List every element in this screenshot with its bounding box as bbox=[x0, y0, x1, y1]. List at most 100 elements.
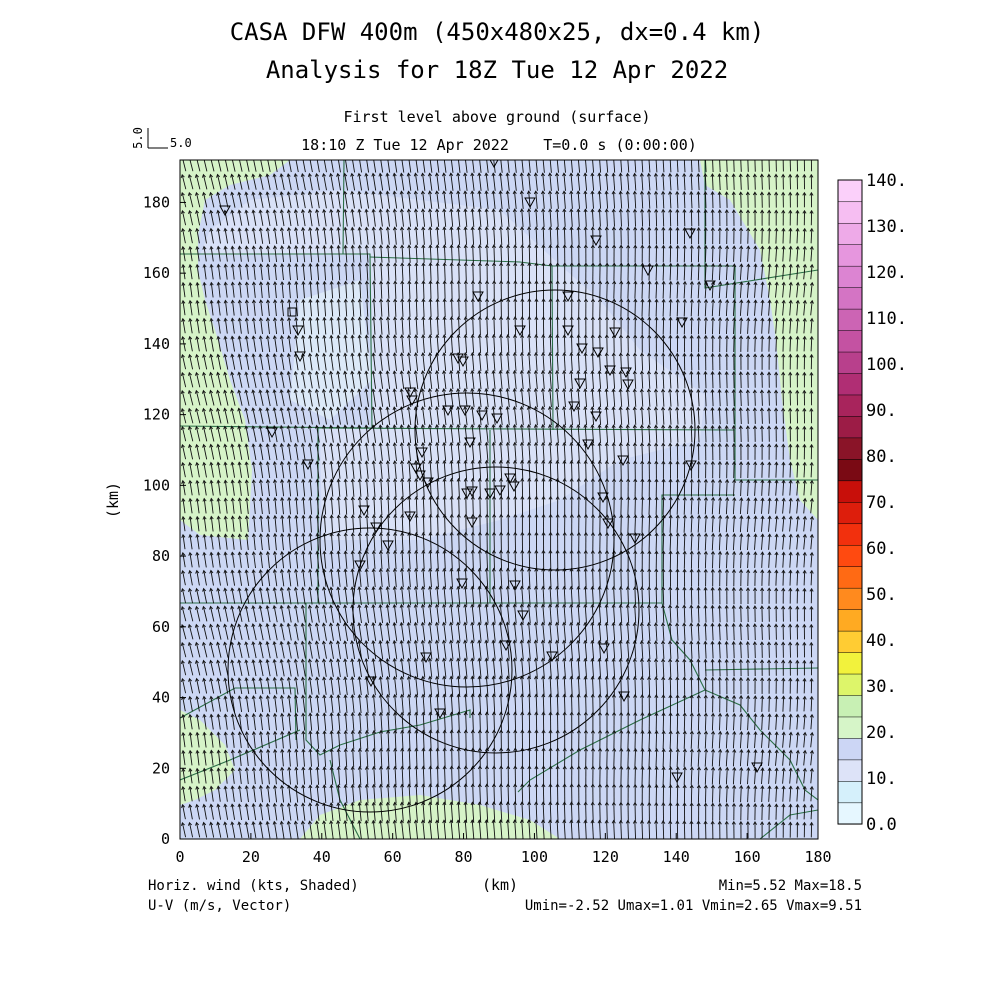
wind-vector-head bbox=[244, 407, 249, 412]
wind-vector bbox=[232, 498, 235, 514]
wind-vector-head bbox=[590, 262, 595, 267]
wind-vector bbox=[189, 768, 193, 784]
wind-vector-head bbox=[562, 423, 567, 428]
wind-vector-head bbox=[237, 461, 242, 466]
wind-vector bbox=[281, 497, 284, 515]
wind-vector-head bbox=[484, 603, 489, 608]
wind-vector-head bbox=[336, 280, 341, 285]
wind-vector bbox=[401, 460, 404, 480]
wind-vector bbox=[337, 371, 341, 389]
wind-vector-head bbox=[618, 621, 623, 626]
wind-vector bbox=[337, 353, 341, 371]
wind-vector-head bbox=[590, 370, 595, 375]
wind-vector-head bbox=[364, 172, 369, 177]
wind-vector bbox=[259, 587, 264, 605]
wind-vector bbox=[295, 767, 298, 785]
wind-vector bbox=[613, 160, 616, 173]
wind-vector-head bbox=[237, 551, 242, 556]
wind-vector-head bbox=[237, 317, 242, 322]
wind-vector-head bbox=[286, 622, 291, 627]
wind-vector-head bbox=[273, 730, 278, 735]
wind-vector bbox=[577, 388, 581, 408]
wind-vector bbox=[472, 245, 474, 263]
wind-vector-head bbox=[456, 262, 461, 267]
wind-vector bbox=[217, 282, 221, 298]
wind-vector-head bbox=[562, 819, 567, 824]
wind-vector-head bbox=[364, 801, 369, 806]
wind-vector bbox=[337, 713, 341, 731]
wind-vector bbox=[273, 371, 278, 389]
wind-vector-head bbox=[541, 513, 546, 518]
wind-vector bbox=[352, 317, 355, 335]
wind-vector-head bbox=[534, 747, 539, 752]
wind-vector-head bbox=[407, 693, 412, 698]
wind-vector bbox=[373, 299, 376, 317]
wind-vector bbox=[323, 497, 327, 515]
wind-vector bbox=[260, 497, 263, 515]
wind-vector bbox=[542, 334, 545, 354]
wind-vector-head bbox=[498, 172, 503, 177]
wind-vector-head bbox=[216, 407, 221, 412]
wind-vector-head bbox=[421, 513, 426, 518]
wind-vector bbox=[379, 389, 384, 407]
wind-vector bbox=[316, 335, 320, 353]
wind-vector-head bbox=[223, 605, 228, 610]
wind-vector bbox=[267, 515, 270, 533]
wind-vector-head bbox=[625, 190, 630, 195]
wind-vector-head bbox=[265, 694, 270, 699]
wind-vector-head bbox=[583, 621, 588, 626]
wind-vector bbox=[345, 730, 348, 750]
wind-vector bbox=[620, 191, 623, 209]
wind-vector bbox=[584, 586, 587, 606]
wind-vector-head bbox=[265, 191, 270, 196]
wind-vector-head bbox=[477, 639, 482, 644]
wind-vector-head bbox=[195, 299, 200, 304]
wind-vector-head bbox=[308, 478, 313, 483]
wind-vector-head bbox=[195, 533, 200, 538]
wind-vector-head bbox=[279, 676, 284, 681]
wind-vector bbox=[224, 624, 229, 640]
wind-vector bbox=[535, 370, 538, 390]
wind-vector bbox=[627, 407, 630, 425]
wind-vector bbox=[422, 604, 426, 624]
wind-vector bbox=[556, 640, 559, 660]
wind-vector-head bbox=[434, 370, 440, 375]
wind-vector-head bbox=[209, 209, 214, 214]
wind-vector-head bbox=[188, 677, 193, 682]
wind-vector-head bbox=[421, 280, 426, 285]
wind-vector bbox=[330, 335, 334, 353]
wind-vector bbox=[415, 352, 419, 372]
wind-vector-head bbox=[449, 190, 454, 195]
wind-vector bbox=[274, 160, 278, 172]
wind-vector-head bbox=[336, 496, 341, 501]
wind-vector bbox=[316, 623, 320, 641]
wind-vector bbox=[358, 443, 362, 461]
wind-vector-head bbox=[428, 783, 433, 788]
wind-vector bbox=[478, 191, 482, 209]
wind-vector-head bbox=[428, 226, 433, 231]
wind-vector-head bbox=[378, 208, 383, 213]
wind-vector-head bbox=[258, 173, 263, 178]
wind-vector-head bbox=[392, 424, 397, 429]
wind-vector bbox=[224, 660, 229, 676]
wind-vector bbox=[613, 676, 615, 696]
wind-vector bbox=[288, 695, 292, 713]
wind-vector bbox=[295, 461, 299, 479]
wind-vector bbox=[309, 227, 313, 245]
wind-vector-head bbox=[625, 675, 630, 680]
wind-vector-head bbox=[294, 478, 299, 483]
wind-vector bbox=[181, 372, 187, 388]
wind-vector bbox=[344, 371, 348, 389]
wind-vector bbox=[239, 732, 242, 748]
wind-vector-head bbox=[619, 729, 624, 734]
wind-vector bbox=[351, 335, 355, 353]
wind-vector bbox=[465, 262, 467, 282]
wind-vector bbox=[351, 407, 356, 425]
wind-vector-head bbox=[223, 227, 228, 232]
wind-vector-head bbox=[498, 693, 503, 698]
wind-vector bbox=[196, 552, 200, 568]
wind-vector-head bbox=[598, 531, 603, 536]
wind-vector bbox=[492, 388, 496, 408]
wind-vector bbox=[478, 442, 482, 462]
wind-vector bbox=[203, 498, 207, 514]
